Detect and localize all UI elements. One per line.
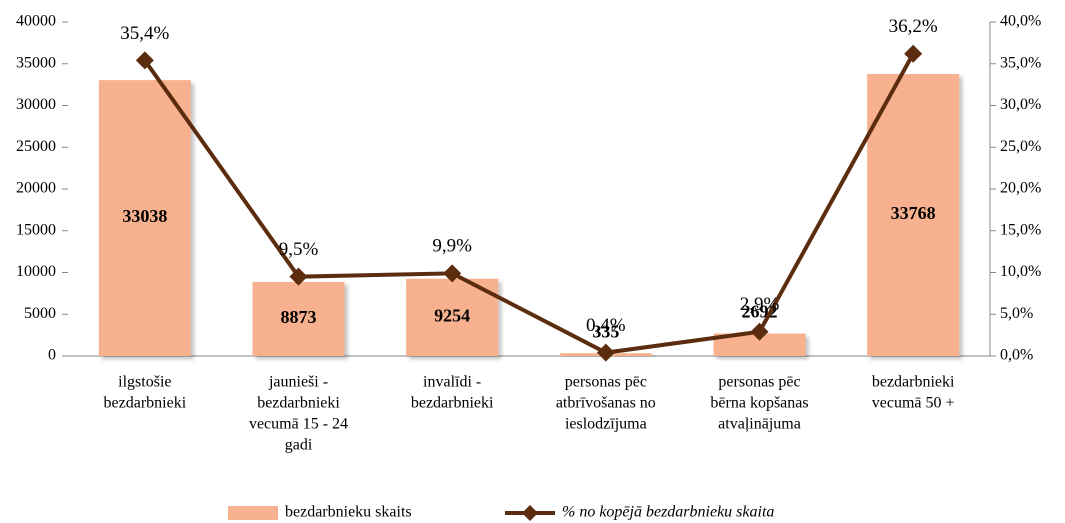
x-tick-label: invalīdi -: [423, 374, 481, 391]
bar: [713, 333, 806, 356]
x-tick-label: vecumā 50 +: [872, 395, 955, 412]
bar-value-label: 335: [592, 321, 619, 341]
x-tick-label: bezdarbnieki: [872, 374, 955, 391]
y-tick-label: 20000: [16, 180, 56, 197]
y2-tick-label: 0,0%: [1000, 347, 1033, 364]
line: [143, 52, 915, 355]
bar-value-label: 9254: [434, 305, 470, 325]
x-tick-label: gadi: [285, 437, 313, 454]
marker: [135, 51, 154, 70]
y-tick-label: 30000: [16, 96, 56, 113]
y-tick-label: 35000: [16, 54, 56, 71]
y2-tick-label: 35,0%: [1000, 54, 1041, 71]
x-tick-label: bezdarbnieki: [104, 395, 187, 412]
legend-swatch: [228, 506, 278, 520]
x-tick-label: atvaļinājuma: [718, 416, 801, 433]
y-tick-label: 10000: [16, 263, 56, 280]
y2-tick-label: 10,0%: [1000, 263, 1041, 280]
bar-value-label: 8873: [281, 307, 317, 327]
x-tick-label: bērna kopšanas: [710, 395, 808, 412]
x-tick-label: ilgstošie: [118, 374, 171, 391]
y2-tick-label: 40,0%: [1000, 13, 1041, 30]
line-value-label: 9,9%: [432, 236, 472, 257]
legend-marker: [522, 505, 538, 521]
x-tick-label: atbrīvošanas no: [556, 395, 656, 412]
y-tick-label: 0: [48, 347, 56, 364]
legend-label: bezdarbnieku skaits: [285, 504, 412, 521]
legend-label: % no kopējā bezdarbnieku skaita: [562, 504, 774, 521]
marker: [289, 267, 308, 286]
line-value-label: 35,4%: [120, 23, 169, 44]
y2-tick-label: 20,0%: [1000, 180, 1041, 197]
bar: [252, 281, 345, 356]
x-tick-label: ieslodzījuma: [565, 416, 647, 433]
x-tick-label: personas pēc: [565, 374, 647, 391]
bar: [98, 80, 191, 357]
marker: [443, 264, 462, 283]
marker: [904, 44, 923, 63]
y-tick-label: 40000: [16, 13, 56, 30]
bar: [867, 74, 960, 356]
marker: [596, 343, 615, 362]
y-tick-label: 25000: [16, 138, 56, 155]
x-tick-label: personas pēc: [718, 374, 800, 391]
line-value-label: 9,5%: [279, 239, 319, 260]
x-tick-label: jaunieši -: [268, 374, 328, 391]
y-tick-label: 5000: [24, 305, 56, 322]
line-value-label: 0,4%: [586, 315, 626, 336]
bar-value-label: 33038: [122, 206, 167, 226]
y2-tick-label: 5,0%: [1000, 305, 1033, 322]
marker: [750, 322, 769, 341]
y2-tick-label: 15,0%: [1000, 221, 1041, 238]
x-tick-label: bezdarbnieki: [257, 395, 340, 412]
line-value-label: 2,9%: [740, 294, 780, 315]
y2-tick-label: 25,0%: [1000, 138, 1041, 155]
bar-value-label: 33768: [891, 203, 936, 223]
y-tick-label: 15000: [16, 221, 56, 238]
bar: [406, 278, 499, 356]
line-value-label: 36,2%: [889, 16, 938, 37]
y2-tick-label: 30,0%: [1000, 96, 1041, 113]
x-tick-label: bezdarbnieki: [411, 395, 494, 412]
x-tick-label: vecumā 15 - 24: [249, 416, 348, 433]
